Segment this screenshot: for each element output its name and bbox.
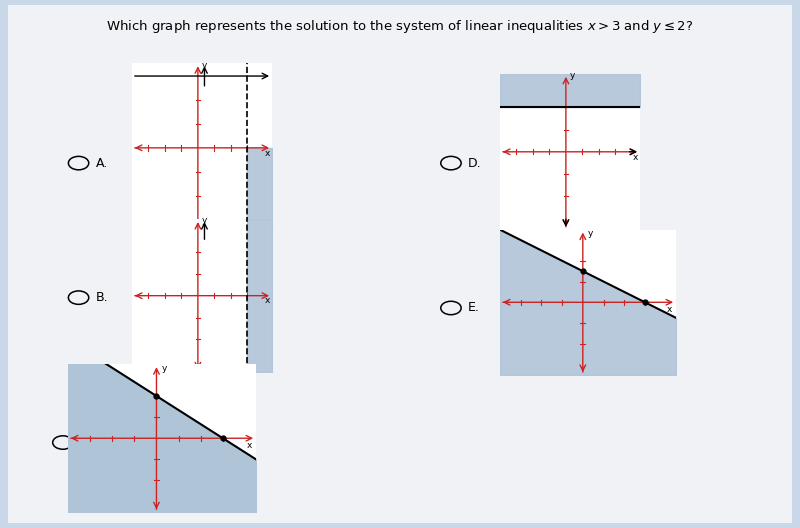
Text: y: y bbox=[202, 61, 207, 70]
Text: x: x bbox=[264, 296, 270, 305]
Text: y: y bbox=[162, 364, 167, 373]
Text: y: y bbox=[202, 216, 207, 225]
Text: x: x bbox=[264, 149, 270, 158]
Text: x: x bbox=[632, 153, 638, 162]
Text: B.: B. bbox=[96, 291, 109, 304]
Text: x: x bbox=[667, 305, 673, 314]
Text: x: x bbox=[246, 441, 252, 450]
Text: A.: A. bbox=[96, 157, 108, 169]
Text: y: y bbox=[588, 229, 594, 238]
Text: D.: D. bbox=[468, 157, 482, 169]
Text: C.: C. bbox=[80, 436, 93, 449]
Text: Which graph represents the solution to the system of linear inequalities $x > 3$: Which graph represents the solution to t… bbox=[106, 18, 694, 35]
Text: E.: E. bbox=[468, 301, 480, 315]
Text: y: y bbox=[570, 71, 575, 80]
